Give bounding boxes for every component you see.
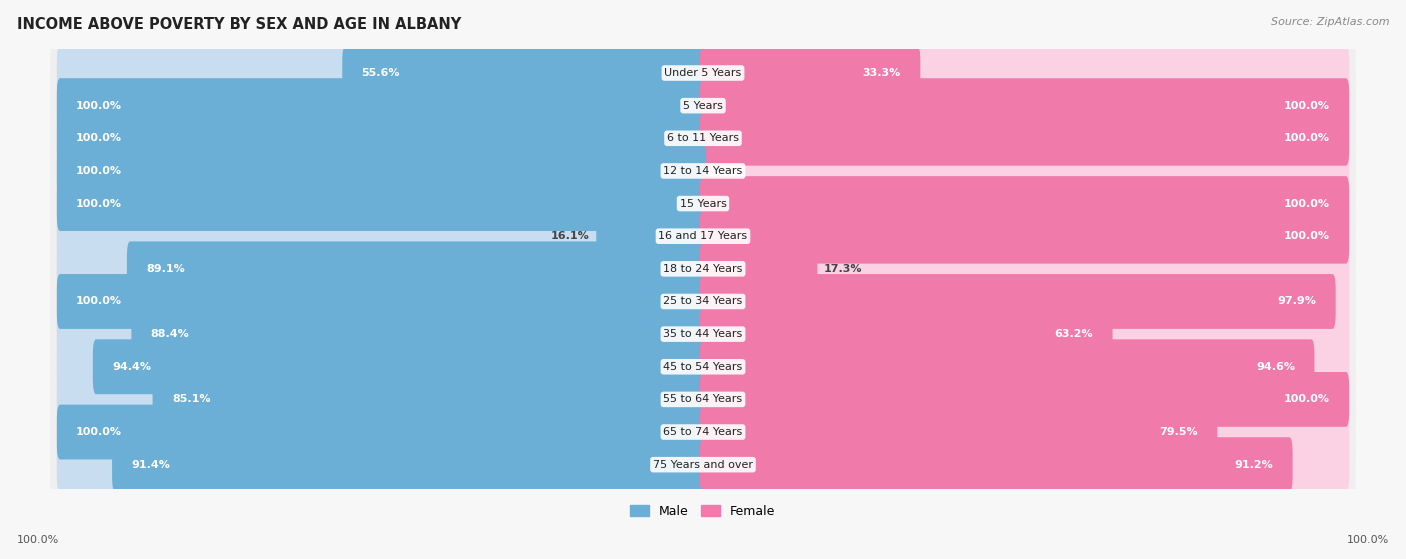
FancyBboxPatch shape bbox=[700, 372, 1350, 427]
FancyBboxPatch shape bbox=[700, 78, 1350, 133]
FancyBboxPatch shape bbox=[112, 437, 706, 492]
Text: 91.2%: 91.2% bbox=[1234, 459, 1274, 470]
Text: 100.0%: 100.0% bbox=[1284, 101, 1330, 111]
Text: Under 5 Years: Under 5 Years bbox=[665, 68, 741, 78]
Text: 12 to 14 Years: 12 to 14 Years bbox=[664, 166, 742, 176]
Text: 65 to 74 Years: 65 to 74 Years bbox=[664, 427, 742, 437]
Text: 89.1%: 89.1% bbox=[146, 264, 186, 274]
FancyBboxPatch shape bbox=[700, 339, 1350, 394]
Text: 6 to 11 Years: 6 to 11 Years bbox=[666, 133, 740, 143]
FancyBboxPatch shape bbox=[51, 337, 1355, 462]
FancyBboxPatch shape bbox=[51, 369, 1355, 494]
Legend: Male, Female: Male, Female bbox=[626, 500, 780, 523]
FancyBboxPatch shape bbox=[700, 144, 1350, 198]
Text: 100.0%: 100.0% bbox=[1347, 535, 1389, 545]
Text: 97.9%: 97.9% bbox=[1278, 296, 1316, 306]
FancyBboxPatch shape bbox=[153, 372, 706, 427]
FancyBboxPatch shape bbox=[700, 241, 1350, 296]
FancyBboxPatch shape bbox=[700, 111, 1350, 165]
Text: 33.3%: 33.3% bbox=[863, 68, 901, 78]
Text: 100.0%: 100.0% bbox=[1284, 231, 1330, 241]
FancyBboxPatch shape bbox=[51, 402, 1355, 527]
FancyBboxPatch shape bbox=[342, 46, 706, 101]
Text: 91.4%: 91.4% bbox=[131, 459, 170, 470]
FancyBboxPatch shape bbox=[596, 209, 706, 264]
Text: 55.6%: 55.6% bbox=[361, 68, 401, 78]
FancyBboxPatch shape bbox=[700, 405, 1218, 459]
FancyBboxPatch shape bbox=[56, 339, 706, 394]
FancyBboxPatch shape bbox=[56, 241, 706, 296]
Text: 100.0%: 100.0% bbox=[76, 198, 122, 209]
Text: 18 to 24 Years: 18 to 24 Years bbox=[664, 264, 742, 274]
Text: Source: ZipAtlas.com: Source: ZipAtlas.com bbox=[1271, 17, 1389, 27]
FancyBboxPatch shape bbox=[700, 307, 1350, 362]
FancyBboxPatch shape bbox=[56, 209, 706, 264]
Text: 94.6%: 94.6% bbox=[1256, 362, 1295, 372]
FancyBboxPatch shape bbox=[56, 144, 706, 198]
FancyBboxPatch shape bbox=[700, 405, 1350, 459]
Text: 16 and 17 Years: 16 and 17 Years bbox=[658, 231, 748, 241]
FancyBboxPatch shape bbox=[700, 176, 1350, 231]
Text: 100.0%: 100.0% bbox=[17, 535, 59, 545]
Text: 85.1%: 85.1% bbox=[172, 395, 211, 404]
Text: 17.3%: 17.3% bbox=[824, 264, 862, 274]
Text: 100.0%: 100.0% bbox=[1284, 198, 1330, 209]
FancyBboxPatch shape bbox=[56, 111, 706, 165]
FancyBboxPatch shape bbox=[51, 43, 1355, 168]
Text: 63.2%: 63.2% bbox=[1054, 329, 1094, 339]
Text: 25 to 34 Years: 25 to 34 Years bbox=[664, 296, 742, 306]
Text: 45 to 54 Years: 45 to 54 Years bbox=[664, 362, 742, 372]
Text: 79.5%: 79.5% bbox=[1160, 427, 1198, 437]
Text: 100.0%: 100.0% bbox=[76, 101, 122, 111]
FancyBboxPatch shape bbox=[700, 274, 1336, 329]
FancyBboxPatch shape bbox=[51, 11, 1355, 135]
FancyBboxPatch shape bbox=[700, 437, 1292, 492]
FancyBboxPatch shape bbox=[56, 274, 706, 329]
Text: INCOME ABOVE POVERTY BY SEX AND AGE IN ALBANY: INCOME ABOVE POVERTY BY SEX AND AGE IN A… bbox=[17, 17, 461, 32]
Text: 5 Years: 5 Years bbox=[683, 101, 723, 111]
FancyBboxPatch shape bbox=[56, 372, 706, 427]
FancyBboxPatch shape bbox=[700, 46, 1350, 101]
FancyBboxPatch shape bbox=[56, 78, 706, 133]
Text: 94.4%: 94.4% bbox=[112, 362, 150, 372]
Text: 16.1%: 16.1% bbox=[551, 231, 591, 241]
FancyBboxPatch shape bbox=[700, 46, 921, 101]
FancyBboxPatch shape bbox=[131, 307, 706, 362]
FancyBboxPatch shape bbox=[700, 437, 1350, 492]
FancyBboxPatch shape bbox=[700, 307, 1112, 362]
Text: 88.4%: 88.4% bbox=[150, 329, 190, 339]
FancyBboxPatch shape bbox=[56, 307, 706, 362]
Text: 15 Years: 15 Years bbox=[679, 198, 727, 209]
Text: 35 to 44 Years: 35 to 44 Years bbox=[664, 329, 742, 339]
Text: 100.0%: 100.0% bbox=[76, 133, 122, 143]
FancyBboxPatch shape bbox=[93, 339, 706, 394]
Text: 100.0%: 100.0% bbox=[76, 166, 122, 176]
FancyBboxPatch shape bbox=[56, 405, 706, 459]
FancyBboxPatch shape bbox=[700, 339, 1315, 394]
FancyBboxPatch shape bbox=[51, 272, 1355, 396]
FancyBboxPatch shape bbox=[51, 108, 1355, 233]
FancyBboxPatch shape bbox=[56, 46, 706, 101]
Text: 100.0%: 100.0% bbox=[76, 296, 122, 306]
FancyBboxPatch shape bbox=[51, 76, 1355, 201]
Text: 55 to 64 Years: 55 to 64 Years bbox=[664, 395, 742, 404]
FancyBboxPatch shape bbox=[51, 239, 1355, 364]
FancyBboxPatch shape bbox=[51, 206, 1355, 331]
FancyBboxPatch shape bbox=[700, 241, 817, 296]
FancyBboxPatch shape bbox=[51, 174, 1355, 299]
FancyBboxPatch shape bbox=[51, 141, 1355, 266]
FancyBboxPatch shape bbox=[51, 305, 1355, 429]
Text: 100.0%: 100.0% bbox=[76, 427, 122, 437]
FancyBboxPatch shape bbox=[56, 437, 706, 492]
FancyBboxPatch shape bbox=[127, 241, 706, 296]
FancyBboxPatch shape bbox=[700, 274, 1350, 329]
FancyBboxPatch shape bbox=[56, 176, 706, 231]
FancyBboxPatch shape bbox=[700, 209, 1350, 264]
Text: 100.0%: 100.0% bbox=[1284, 133, 1330, 143]
Text: 75 Years and over: 75 Years and over bbox=[652, 459, 754, 470]
Text: 100.0%: 100.0% bbox=[1284, 395, 1330, 404]
